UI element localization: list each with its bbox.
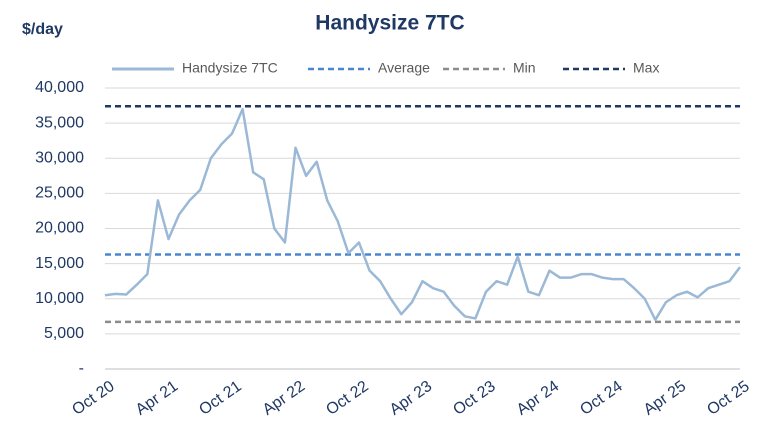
legend-label: Max <box>633 60 659 76</box>
x-tick-label: Apr 25 <box>641 378 689 419</box>
y-tick-label: 35,000 <box>35 114 84 131</box>
data-line <box>104 107 741 322</box>
y-tick-label: 5,000 <box>44 325 84 342</box>
x-tick-label: Apr 23 <box>387 378 435 419</box>
y-tick-label: 10,000 <box>35 290 84 307</box>
legend-label: Average <box>378 60 430 76</box>
x-tick-label: Apr 24 <box>514 378 562 419</box>
x-tick-label: Apr 22 <box>260 378 308 419</box>
y-tick-label: 20,000 <box>35 220 84 237</box>
legend-label: Min <box>513 60 536 76</box>
x-tick-label: Oct 20 <box>69 378 117 419</box>
x-tick-label: Apr 21 <box>133 378 181 419</box>
x-tick-label: Oct 22 <box>323 378 371 419</box>
x-tick-label: Oct 25 <box>704 378 752 419</box>
x-tick-label: Oct 23 <box>450 378 498 419</box>
y-tick-label: 30,000 <box>35 149 84 166</box>
y-tick-label: 25,000 <box>35 185 84 202</box>
x-tick-label: Oct 24 <box>577 378 625 419</box>
y-tick-label: 40,000 <box>35 79 84 96</box>
x-tick-label: Oct 21 <box>196 378 244 419</box>
y-tick-label: 15,000 <box>35 255 84 272</box>
legend-label: Handysize 7TC <box>182 60 278 76</box>
y-axis-label: $/day <box>22 21 63 38</box>
y-tick-label: - <box>79 360 84 377</box>
chart-title: Handysize 7TC <box>315 12 464 35</box>
